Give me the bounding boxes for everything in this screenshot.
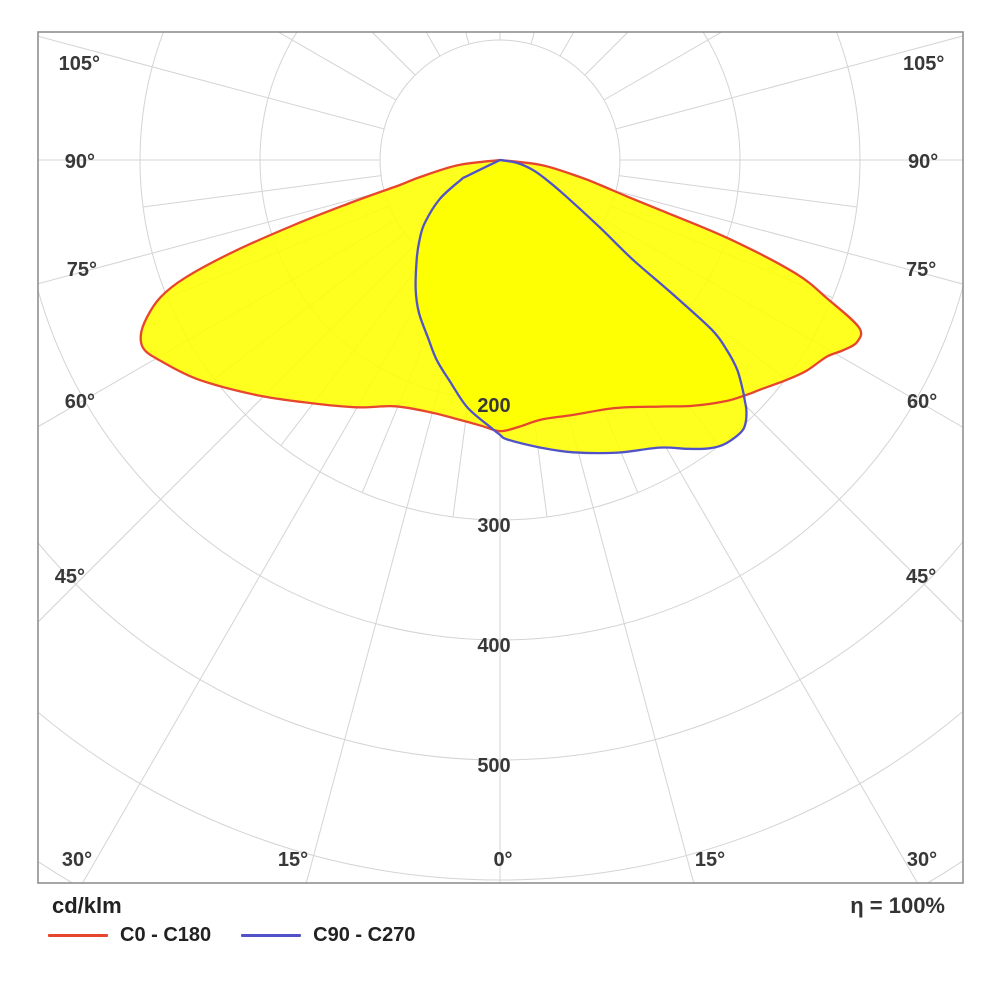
red-line-swatch-icon <box>48 934 108 937</box>
angle-tick-label: 75° <box>67 259 97 281</box>
unit-label: cd/klm <box>52 893 122 918</box>
angle-tick-label: 60° <box>65 391 95 413</box>
angle-tick-label: 105° <box>59 53 100 75</box>
blue-line-swatch-icon <box>241 934 302 937</box>
angle-tick-label: 90° <box>908 151 938 173</box>
legend-label-c90-c270: C90 - C270 <box>313 924 416 946</box>
angle-tick-label: 90° <box>65 151 95 173</box>
angle-tick-label: 105° <box>903 53 944 75</box>
legend-entry-c90-c270: C90 - C270 <box>241 924 415 947</box>
angle-tick-label: 15° <box>278 849 308 871</box>
angle-tick-labels: 105° 90° 75° 60° 45° 30° 15° 0° 15° 30° 45° 60° 75° 9… <box>55 53 945 871</box>
radial-tick-labels: 200 300 400 500 <box>477 395 510 777</box>
legend-entry-c0-c180: C0 - C180 <box>48 924 211 947</box>
legend-label-c0-c180: C0 - C180 <box>120 924 212 946</box>
plot-border <box>37 31 964 884</box>
angle-tick-label: 0° <box>493 849 512 871</box>
angle-tick-label: 30° <box>907 849 937 871</box>
chart-legend: C0 - C180 C90 - C270 <box>48 924 415 947</box>
angle-tick-label: 30° <box>62 849 92 871</box>
radial-tick-label: 400 <box>477 635 510 657</box>
radial-tick-label: 200 <box>477 395 510 417</box>
efficiency-label: η = 100% <box>850 893 945 918</box>
intensity-curves <box>139 158 863 455</box>
angle-tick-label: 75° <box>906 259 936 281</box>
intensity-fill-region <box>140 160 862 454</box>
angle-tick-label: 15° <box>695 849 725 871</box>
radial-tick-label: 500 <box>477 755 510 777</box>
radial-tick-label: 300 <box>477 515 510 537</box>
angle-tick-label: 60° <box>907 391 937 413</box>
angle-tick-label: 45° <box>55 566 85 588</box>
angle-tick-label: 45° <box>906 566 936 588</box>
